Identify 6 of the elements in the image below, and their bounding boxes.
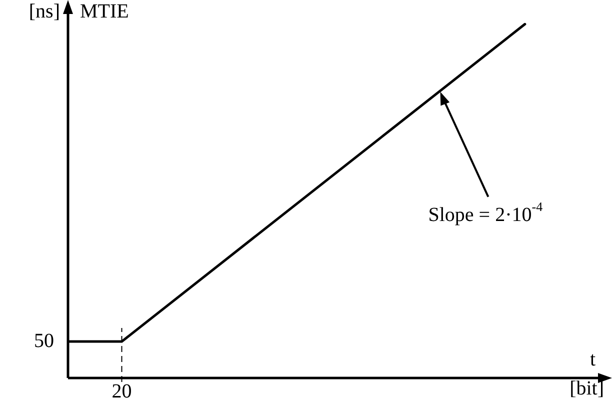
text: 50 bbox=[34, 330, 54, 352]
y-axis-title: MTIE bbox=[80, 0, 129, 22]
annotation: [bit] bbox=[570, 377, 604, 400]
text: 20 bbox=[112, 380, 132, 401]
x-axis-title: t bbox=[590, 348, 596, 370]
text: [ns] bbox=[28, 0, 60, 22]
